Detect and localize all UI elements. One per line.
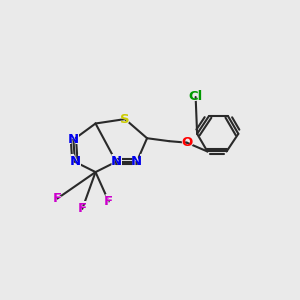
Text: N: N [130, 154, 143, 169]
Text: F: F [52, 191, 63, 206]
Text: O: O [181, 136, 192, 149]
Text: N: N [111, 155, 122, 168]
Text: N: N [68, 133, 79, 146]
Text: S: S [119, 112, 131, 127]
Text: N: N [131, 155, 142, 168]
Text: F: F [78, 202, 87, 215]
Text: F: F [104, 195, 113, 208]
Text: Cl: Cl [188, 91, 203, 103]
Text: F: F [77, 201, 88, 216]
Text: S: S [120, 112, 130, 126]
Text: N: N [69, 155, 80, 168]
Text: F: F [103, 194, 114, 209]
Text: F: F [53, 192, 62, 205]
Text: N: N [110, 154, 123, 169]
Text: N: N [67, 132, 80, 147]
Text: Cl: Cl [187, 89, 204, 104]
Text: O: O [180, 135, 194, 150]
Text: N: N [68, 154, 82, 169]
